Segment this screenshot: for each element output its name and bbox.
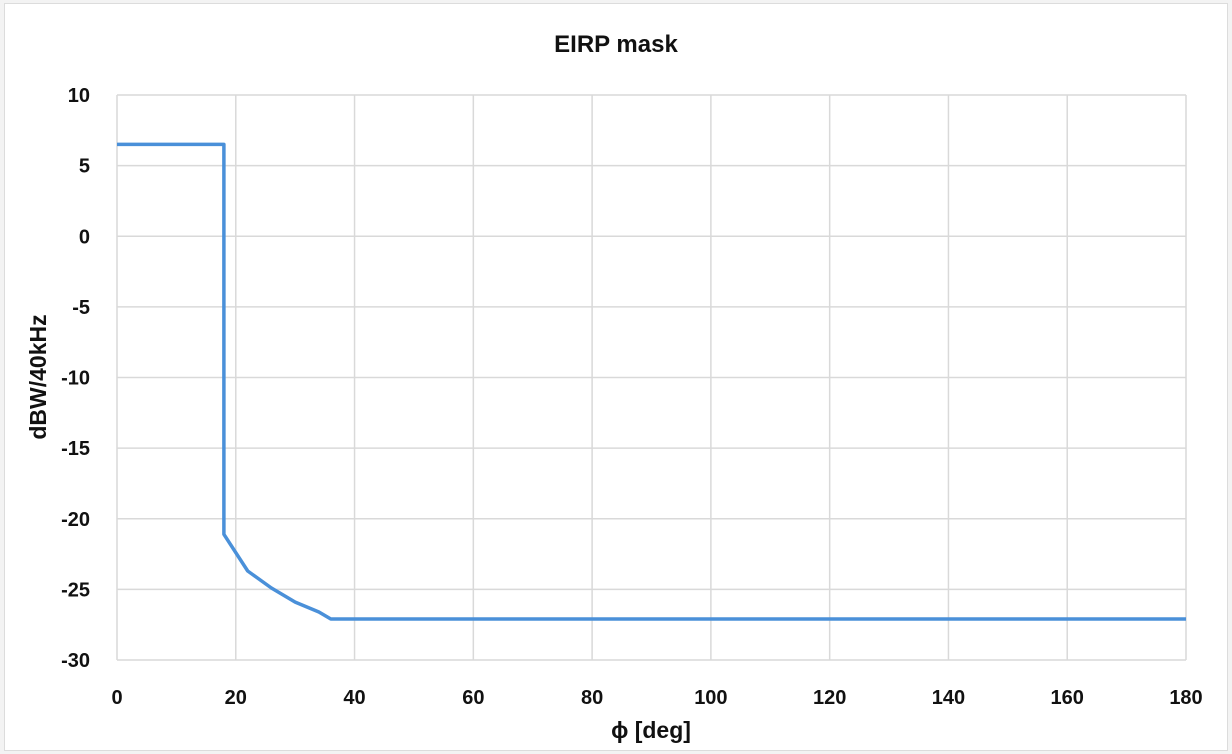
x-tick-label: 160 (1051, 687, 1084, 709)
y-axis-label: dBW/40kHz (25, 314, 51, 439)
x-tick-label: 40 (343, 687, 365, 709)
grid (116, 94, 1187, 661)
y-tick-label: -20 (61, 509, 90, 531)
y-tick-label: -30 (61, 650, 90, 672)
y-tick-label: -25 (61, 579, 90, 601)
x-tick-label: 0 (111, 687, 122, 709)
chart-title: EIRP mask (554, 31, 678, 58)
x-tick-label: 60 (462, 687, 484, 709)
x-axis-label: ϕ [deg] (611, 717, 691, 743)
series-layer (117, 142, 1186, 621)
y-tick-label: 5 (79, 156, 90, 178)
y-tick-label: -15 (61, 438, 90, 460)
tick-labels: 10 5 0 -5 -10 -15 -20 -25 -30 0 20 40 60 80 100 120 140 1… (61, 85, 1203, 709)
y-tick-label: -5 (72, 297, 90, 319)
y-tick-label: 10 (68, 85, 90, 107)
series-line (117, 142, 1186, 621)
x-tick-label: 100 (694, 687, 727, 709)
x-tick-label: 120 (813, 687, 846, 709)
x-tick-label: 20 (225, 687, 247, 709)
x-tick-label: 80 (581, 687, 603, 709)
x-tick-label: 180 (1169, 687, 1202, 709)
y-tick-label: 0 (79, 226, 90, 248)
y-tick-label: -10 (61, 368, 90, 390)
x-tick-label: 140 (932, 687, 965, 709)
